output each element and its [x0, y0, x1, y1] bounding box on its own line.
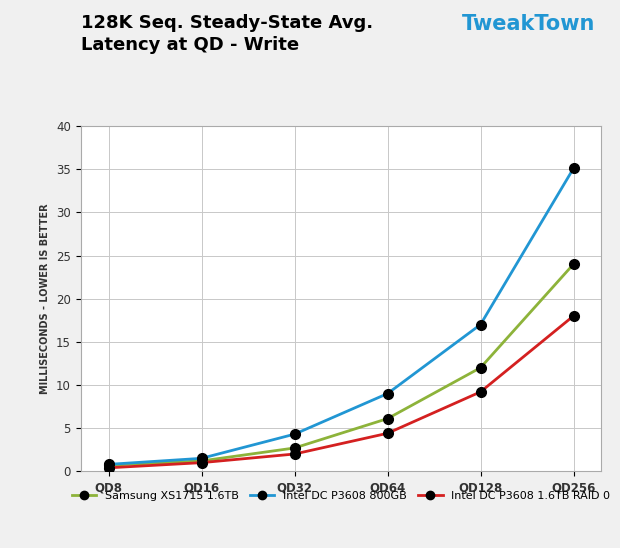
Intel DC P3608 800GB	[384, 390, 391, 397]
Text: TweakTown: TweakTown	[462, 14, 595, 33]
Intel DC P3608 800GB	[291, 431, 298, 437]
Samsung XS1715 1.6TB	[198, 458, 205, 464]
Intel DC P3608 1.6TB RAID 0	[384, 430, 391, 437]
Y-axis label: MILLISECONDS - LOWER IS BETTER: MILLISECONDS - LOWER IS BETTER	[40, 203, 50, 394]
Intel DC P3608 800GB	[105, 461, 112, 467]
Legend: Samsung XS1715 1.6TB, Intel DC P3608 800GB, Intel DC P3608 1.6TB RAID 0: Samsung XS1715 1.6TB, Intel DC P3608 800…	[67, 487, 615, 505]
Samsung XS1715 1.6TB	[477, 364, 484, 371]
Intel DC P3608 1.6TB RAID 0	[291, 450, 298, 457]
Intel DC P3608 800GB	[198, 455, 205, 461]
Line: Intel DC P3608 800GB: Intel DC P3608 800GB	[104, 163, 578, 469]
Intel DC P3608 1.6TB RAID 0	[105, 465, 112, 471]
Intel DC P3608 800GB	[477, 321, 484, 328]
Line: Samsung XS1715 1.6TB: Samsung XS1715 1.6TB	[104, 259, 578, 470]
Intel DC P3608 1.6TB RAID 0	[477, 389, 484, 395]
Line: Intel DC P3608 1.6TB RAID 0: Intel DC P3608 1.6TB RAID 0	[104, 311, 578, 473]
Samsung XS1715 1.6TB	[291, 444, 298, 451]
Text: 128K Seq. Steady-State Avg.
Latency at QD - Write: 128K Seq. Steady-State Avg. Latency at Q…	[81, 14, 373, 54]
Intel DC P3608 1.6TB RAID 0	[198, 459, 205, 466]
Intel DC P3608 1.6TB RAID 0	[570, 312, 577, 319]
Samsung XS1715 1.6TB	[570, 261, 577, 267]
Intel DC P3608 800GB	[570, 165, 577, 172]
Samsung XS1715 1.6TB	[105, 462, 112, 469]
Samsung XS1715 1.6TB	[384, 415, 391, 422]
